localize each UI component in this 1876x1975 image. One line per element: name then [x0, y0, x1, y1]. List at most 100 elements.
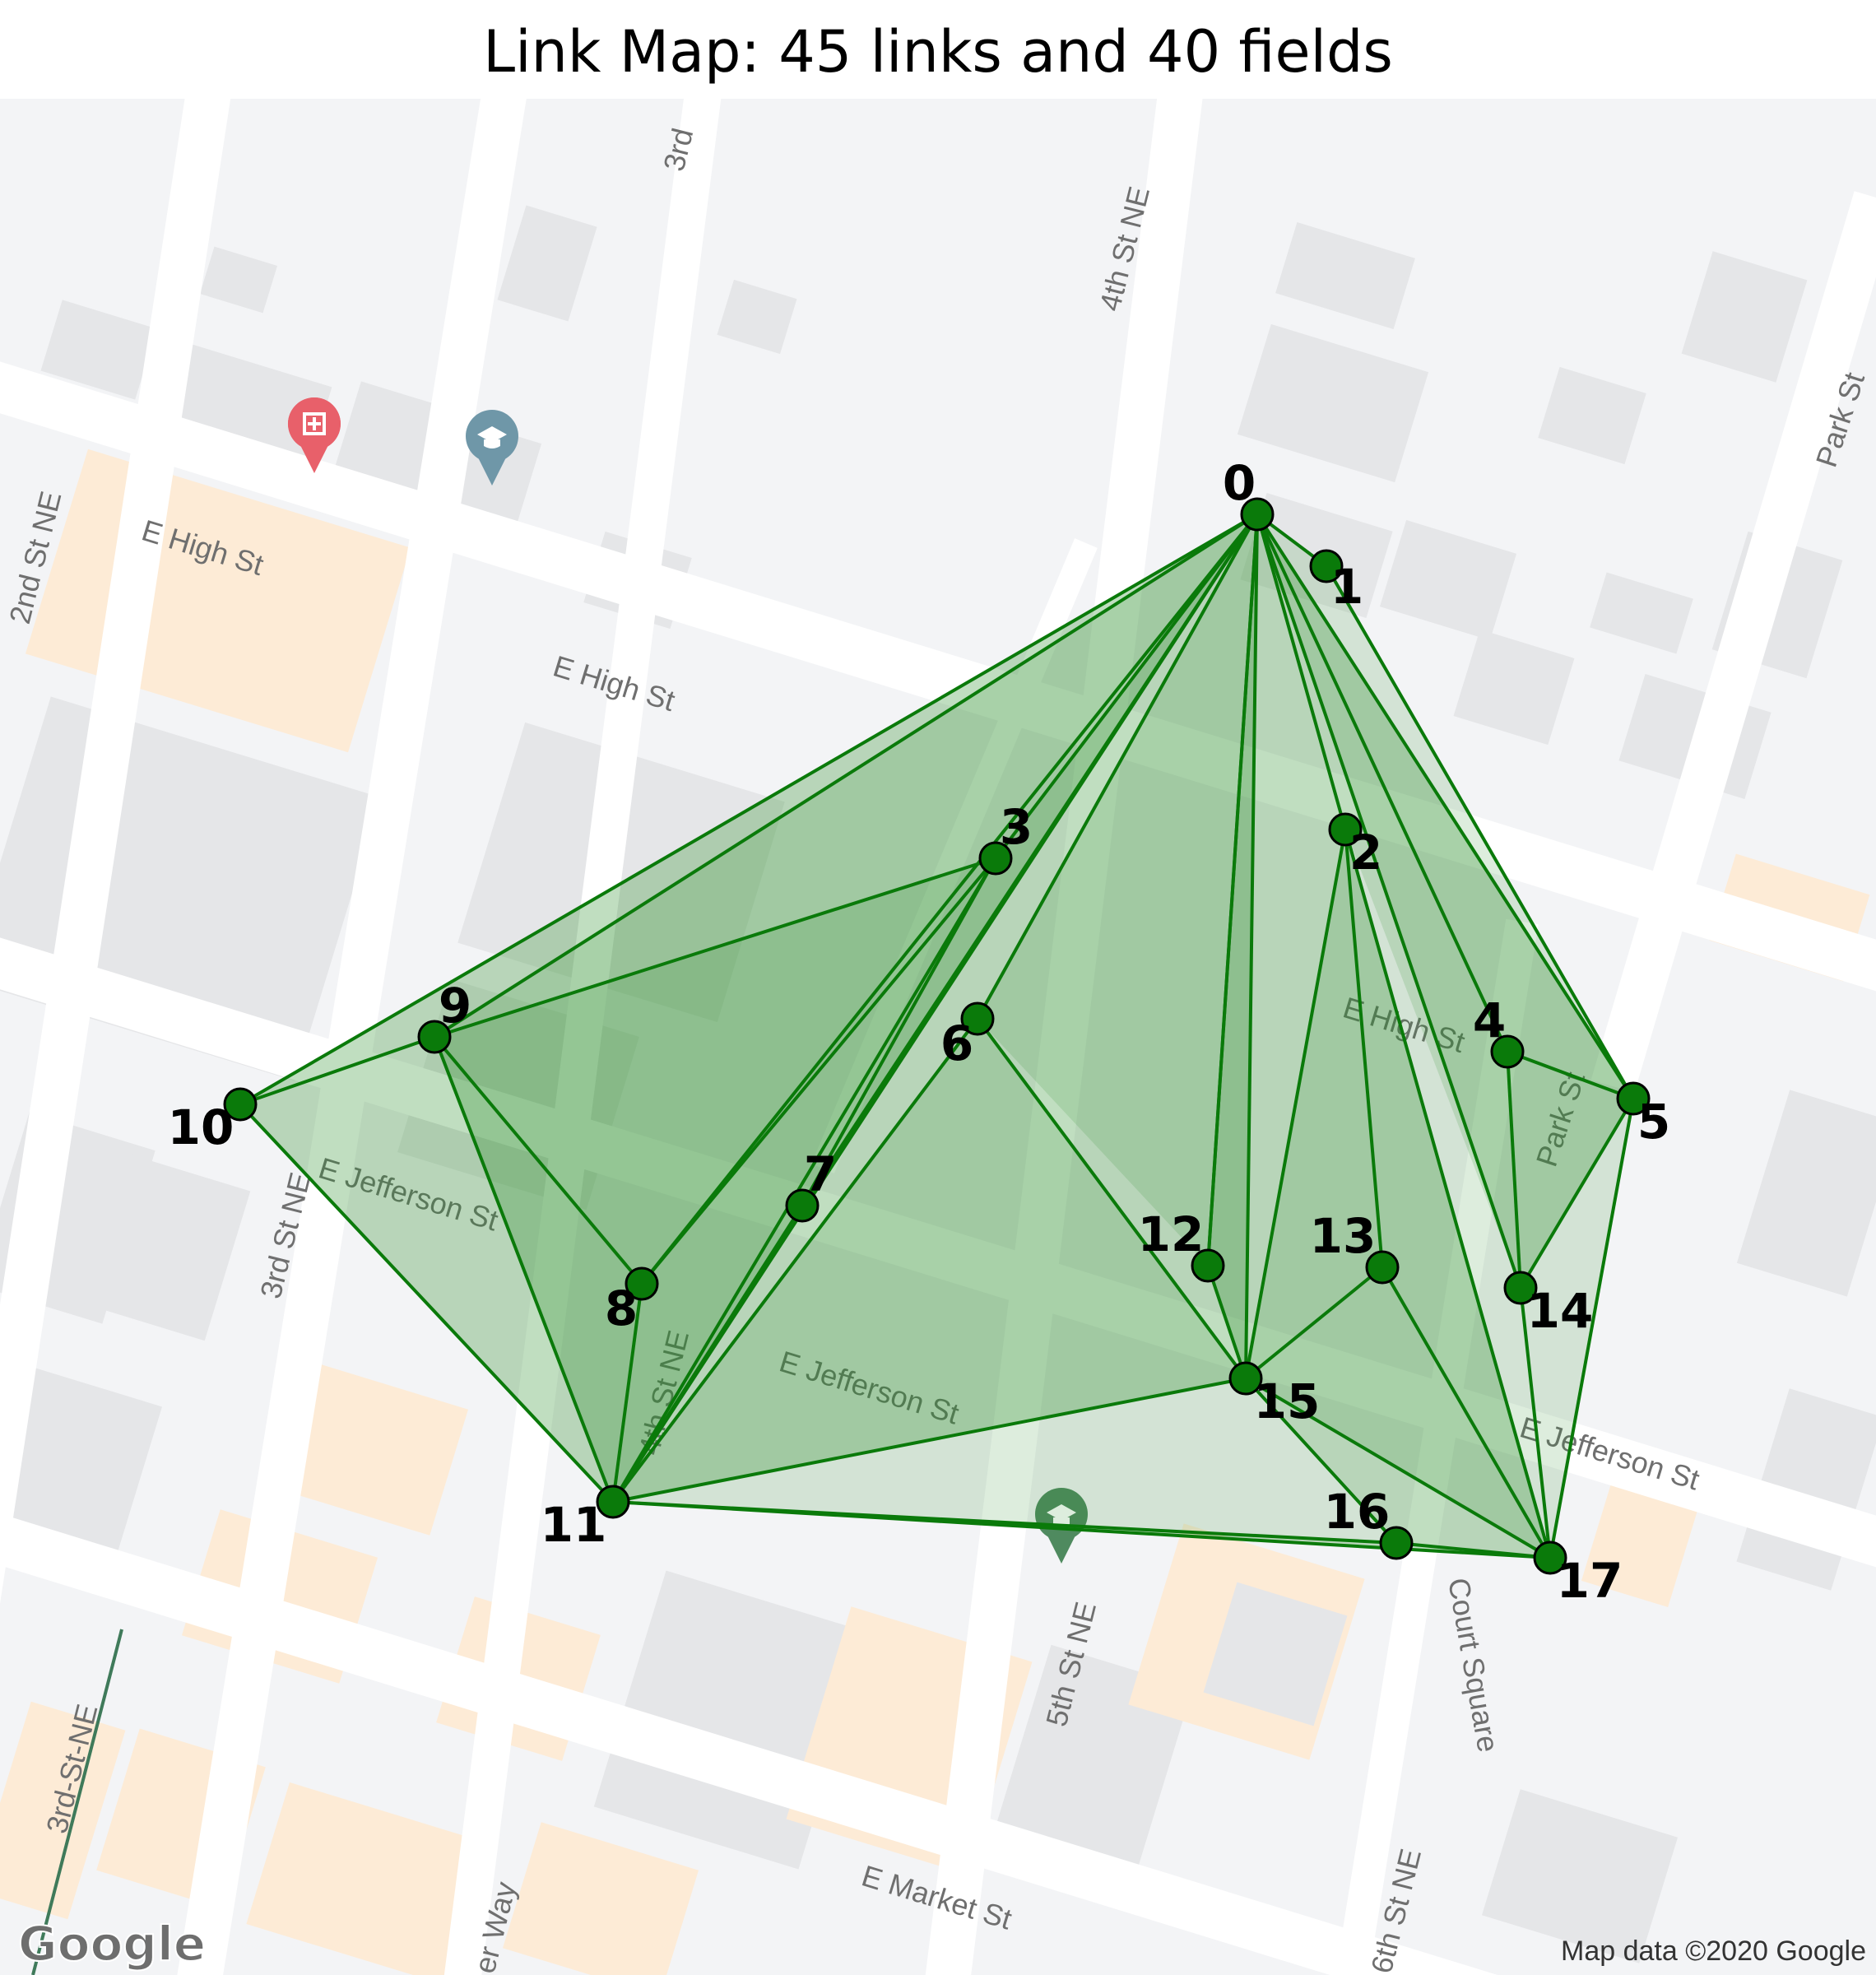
field-0-12-15 [1208, 514, 1257, 1378]
map-canvas[interactable]: E High St E High St E High St E Jefferso… [0, 99, 1876, 1975]
portal-12[interactable] [1191, 1248, 1225, 1283]
link-11-15 [612, 1377, 1247, 1503]
link-0-6 [976, 514, 1259, 1020]
portal-0[interactable] [1240, 497, 1275, 532]
portal-3[interactable] [978, 841, 1013, 876]
building [272, 1361, 469, 1536]
link-13-17 [1381, 1266, 1552, 1559]
portal-label-8: 8 [605, 1280, 638, 1336]
portal-14[interactable] [1503, 1271, 1538, 1305]
portal-label-14: 14 [1527, 1283, 1594, 1339]
portal-13[interactable] [1365, 1250, 1400, 1285]
school-pin-icon[interactable] [466, 410, 518, 486]
portal-label-17: 17 [1557, 1553, 1623, 1609]
street-label-court-square: Court Square [1442, 1575, 1506, 1754]
link-3-11 [611, 857, 997, 1503]
portal-15[interactable] [1228, 1361, 1263, 1396]
building [1203, 1582, 1348, 1726]
hospital-pin-icon[interactable] [287, 397, 341, 473]
link-3-9 [434, 857, 996, 1039]
building [1275, 222, 1415, 329]
portal-17[interactable] [1533, 1540, 1567, 1575]
link-0-4 [1256, 514, 1509, 1053]
building [1736, 1388, 1876, 1591]
building [1681, 251, 1808, 383]
link-0-11 [611, 513, 1259, 1503]
link-12-0 [1206, 514, 1259, 1266]
portal-11[interactable] [596, 1485, 630, 1519]
link-0-15 [1244, 514, 1259, 1379]
field-0-15-17 [1246, 514, 1550, 1558]
link-15-17 [1244, 1377, 1552, 1559]
portal-8[interactable] [625, 1266, 659, 1301]
link-0-8 [640, 513, 1259, 1285]
link-0-2 [1256, 514, 1347, 830]
link-4-14 [1506, 1051, 1522, 1289]
portal-label-7: 7 [804, 1146, 837, 1202]
field-13-15-17 [1246, 1267, 1550, 1558]
road-park-st [1590, 191, 1876, 1093]
link-14-17 [1519, 1287, 1552, 1559]
link-5-17 [1549, 1098, 1635, 1559]
building [1237, 323, 1429, 483]
roads-layer [0, 99, 1876, 1975]
portal-1[interactable] [1309, 549, 1344, 583]
google-logo: Google [18, 1916, 206, 1972]
field-0-2-15 [1246, 514, 1345, 1378]
portal-label-1: 1 [1330, 559, 1363, 615]
road-2nd-st-ne [0, 99, 231, 1604]
building [1453, 629, 1575, 746]
field-4-5-14 [1507, 1052, 1633, 1288]
link-3-7 [801, 857, 997, 1206]
building [1538, 366, 1646, 465]
portal-label-13: 13 [1310, 1208, 1377, 1264]
field-0-14-5 [1257, 514, 1633, 1288]
basemap: E High St E High St E High St E Jefferso… [0, 99, 1876, 1975]
link-0-14 [1256, 514, 1522, 1289]
road-4th-st-ne-lower [443, 99, 722, 1975]
link-6-15 [976, 1017, 1247, 1380]
portal-5[interactable] [1616, 1081, 1651, 1116]
map-area[interactable]: E High St E High St E High St E Jefferso… [0, 99, 1876, 1975]
field-0-9-11 [434, 514, 1257, 1502]
portal-4[interactable] [1490, 1034, 1525, 1069]
building [497, 205, 597, 322]
field-0-5-14 [1257, 514, 1633, 1288]
portal-label-15: 15 [1254, 1373, 1321, 1429]
building [199, 246, 278, 314]
rail-line [31, 1629, 123, 1975]
building [502, 1822, 699, 1975]
road-court-square [1335, 918, 1539, 1975]
link-0-10 [239, 513, 1259, 1106]
field-14-17-5 [1521, 1099, 1633, 1558]
link-13-15 [1244, 1266, 1384, 1380]
portal-9[interactable] [417, 1020, 452, 1054]
link-2-15 [1244, 829, 1347, 1379]
link-0-3 [994, 513, 1259, 860]
building [40, 300, 157, 400]
field-2-15-17 [1246, 830, 1550, 1558]
building [1736, 1090, 1876, 1297]
portal-label-6: 6 [940, 1015, 973, 1071]
field-3-8-9 [434, 858, 996, 1284]
link-10-11 [239, 1103, 615, 1503]
link-6-11 [611, 1017, 979, 1503]
portal-label-3: 3 [1000, 799, 1033, 855]
link-0-9 [433, 513, 1259, 1039]
road-e-high-st [0, 361, 1876, 992]
portal-label-11: 11 [541, 1497, 607, 1553]
portal-7[interactable] [785, 1188, 820, 1223]
building [1379, 519, 1517, 641]
link-16-17 [1395, 1541, 1551, 1559]
link-12-15 [1206, 1265, 1247, 1379]
link-2-13 [1344, 829, 1384, 1268]
link-4-5 [1507, 1050, 1634, 1100]
portal-label-4: 4 [1473, 992, 1506, 1048]
link-9-10 [239, 1035, 435, 1106]
building [1481, 1789, 1679, 1963]
portal-6[interactable] [960, 1001, 995, 1036]
portal-2[interactable] [1328, 812, 1363, 847]
portal-10[interactable] [223, 1087, 258, 1122]
portal-16[interactable] [1379, 1526, 1414, 1560]
